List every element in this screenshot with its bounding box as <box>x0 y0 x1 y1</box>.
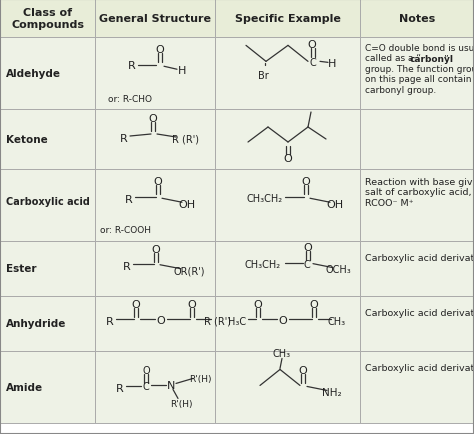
Text: Aldehyde: Aldehyde <box>6 69 61 79</box>
Text: O: O <box>152 244 160 254</box>
Text: R (R'): R (R') <box>203 316 230 326</box>
Text: Class of
Compounds: Class of Compounds <box>11 8 84 30</box>
Text: R'(H): R'(H) <box>170 399 192 408</box>
Bar <box>215 0 360 38</box>
Text: O: O <box>310 299 319 309</box>
Text: O: O <box>254 299 263 309</box>
Bar <box>215 170 360 241</box>
Text: H: H <box>178 66 186 76</box>
Text: OH: OH <box>327 200 344 210</box>
Text: CH₃CH₂: CH₃CH₂ <box>245 259 281 269</box>
Bar <box>360 38 474 110</box>
Text: NH₂: NH₂ <box>322 388 342 398</box>
Text: CH₃: CH₃ <box>328 316 346 326</box>
Text: R (R'): R (R') <box>172 134 199 144</box>
Text: O: O <box>132 299 140 309</box>
Text: Ketone: Ketone <box>6 135 48 145</box>
Bar <box>0 110 95 170</box>
Text: OH: OH <box>178 200 196 210</box>
Text: C=O double bond is usually
called as a “: C=O double bond is usually called as a “ <box>365 44 474 63</box>
Text: O: O <box>188 299 196 309</box>
Bar <box>0 38 95 110</box>
Text: O: O <box>154 177 163 187</box>
Text: R: R <box>123 261 131 271</box>
Text: O: O <box>283 154 292 164</box>
Text: C: C <box>310 58 316 68</box>
Text: Br: Br <box>258 71 268 81</box>
Bar <box>0 296 95 351</box>
Text: R: R <box>116 384 124 394</box>
Bar <box>0 0 95 38</box>
Text: OR(R'): OR(R') <box>173 266 205 276</box>
Text: Carboxylic acid derivative.: Carboxylic acid derivative. <box>365 253 474 263</box>
Text: O: O <box>304 242 312 252</box>
Text: R: R <box>106 316 114 326</box>
Bar <box>215 296 360 351</box>
Bar <box>360 296 474 351</box>
Bar <box>95 0 215 38</box>
Text: Reaction with base gives
salt of carboxylic acid,
RCOO⁻ M⁺: Reaction with base gives salt of carboxy… <box>365 178 474 207</box>
Bar <box>215 241 360 296</box>
Text: CH₃CH₂: CH₃CH₂ <box>247 194 283 204</box>
Text: O: O <box>301 177 310 187</box>
Text: Anhydride: Anhydride <box>6 319 66 329</box>
Text: Carboxylic acid: Carboxylic acid <box>6 197 90 207</box>
Text: or: R-CHO: or: R-CHO <box>108 94 152 103</box>
Text: O: O <box>279 315 287 325</box>
Text: O: O <box>299 365 307 375</box>
Text: carbonyl: carbonyl <box>410 54 454 63</box>
Bar <box>215 351 360 423</box>
Text: R: R <box>128 61 136 71</box>
Bar <box>360 170 474 241</box>
Bar <box>0 241 95 296</box>
Text: Ester: Ester <box>6 264 36 274</box>
Text: O: O <box>142 365 150 375</box>
Bar <box>95 296 215 351</box>
Text: R: R <box>125 195 133 205</box>
Text: Notes: Notes <box>399 14 435 24</box>
Text: Specific Example: Specific Example <box>235 14 340 24</box>
Bar <box>95 241 215 296</box>
Bar <box>95 351 215 423</box>
Text: O: O <box>149 114 157 124</box>
Text: Amide: Amide <box>6 382 43 392</box>
Text: O: O <box>308 40 316 50</box>
Text: O: O <box>156 315 165 325</box>
Text: R'(H): R'(H) <box>189 374 211 383</box>
Bar <box>360 241 474 296</box>
Bar <box>95 110 215 170</box>
Bar <box>360 0 474 38</box>
Text: General Structure: General Structure <box>99 14 211 24</box>
Text: N: N <box>167 381 175 391</box>
Bar <box>215 110 360 170</box>
Bar <box>95 38 215 110</box>
Text: O: O <box>155 45 164 55</box>
Bar <box>360 351 474 423</box>
Text: group. The function groups
on this page all contain
carbonyl group.: group. The function groups on this page … <box>365 65 474 95</box>
Text: Carboxylic acid derivative.: Carboxylic acid derivative. <box>365 308 474 317</box>
Bar <box>0 351 95 423</box>
Text: H₃C: H₃C <box>228 316 246 326</box>
Text: H: H <box>328 59 336 69</box>
Text: C: C <box>143 381 149 391</box>
Bar <box>0 170 95 241</box>
Bar <box>215 38 360 110</box>
Text: CH₃: CH₃ <box>273 349 291 358</box>
Bar <box>95 170 215 241</box>
Text: ”: ” <box>443 54 447 63</box>
Text: OCH₃: OCH₃ <box>325 264 351 274</box>
Text: or: R-COOH: or: R-COOH <box>100 226 151 235</box>
Text: Carboxylic acid derivative: Carboxylic acid derivative <box>365 363 474 372</box>
Text: R: R <box>120 134 128 144</box>
Text: C: C <box>304 259 310 269</box>
Bar <box>360 110 474 170</box>
